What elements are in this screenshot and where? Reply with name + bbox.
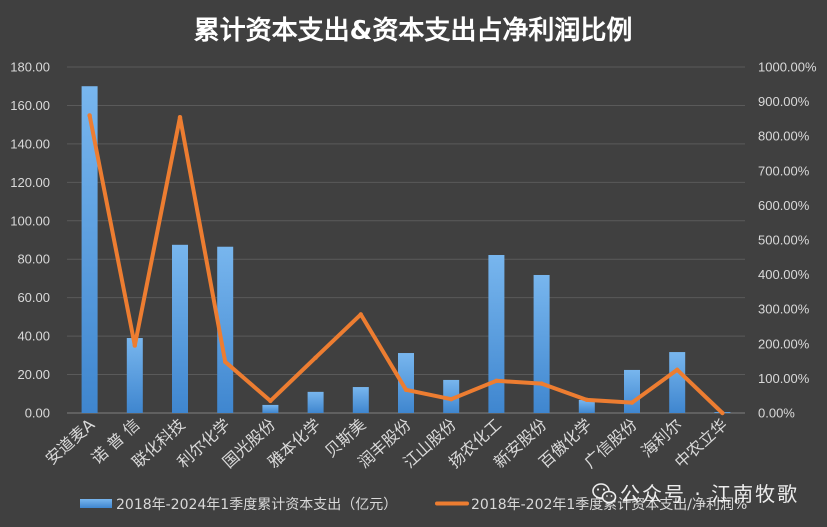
left-axis: 0.00 20.00 40.00 60.00 80.00 100.00 120.00 140.… <box>10 60 50 421</box>
left-tick-label: 60.00 <box>17 290 50 305</box>
left-tick-label: 20.00 <box>17 367 50 382</box>
right-tick-label: 500.00% <box>758 233 810 248</box>
right-tick-label: 600.00% <box>758 198 810 213</box>
legend-swatch-bar <box>80 499 112 508</box>
left-tick-label: 160.00 <box>10 98 50 113</box>
bar <box>443 379 460 413</box>
right-axis: 0.00% 100.00% 200.00% 300.00% 400.00% 500.00%… <box>758 60 817 421</box>
left-tick-label: 40.00 <box>17 329 50 344</box>
line-point <box>177 114 183 120</box>
right-tick-label: 800.00% <box>758 129 810 144</box>
bar <box>533 274 550 413</box>
line-point <box>584 397 589 403</box>
right-tick-label: 0.00% <box>758 406 795 421</box>
bar-series <box>81 86 731 413</box>
line-point <box>720 410 725 416</box>
right-tick-label: 300.00% <box>758 302 810 317</box>
line-point <box>87 113 92 118</box>
line-point <box>132 343 137 348</box>
bar <box>217 246 234 413</box>
wechat-icon <box>592 483 617 504</box>
legend-label-line: 2018年-202年1季度累计资本支出/净利润% <box>471 497 747 513</box>
line-point <box>403 387 409 393</box>
left-tick-label: 120.00 <box>10 175 50 190</box>
bar <box>488 254 505 413</box>
legend: 2018年-2024年1季度累计资本支出（亿元） 2018年-202年1季度累计… <box>80 497 747 513</box>
bar <box>81 86 98 413</box>
left-tick-label: 80.00 <box>17 252 50 267</box>
watermark-text: 公众号 · 江南牧歌 <box>620 482 799 506</box>
bar <box>578 399 595 413</box>
line-point <box>494 378 499 384</box>
right-tick-label: 1000.00% <box>758 60 817 75</box>
right-tick-label: 700.00% <box>758 163 810 178</box>
bar <box>624 369 640 413</box>
bar <box>669 352 686 413</box>
bar <box>307 391 324 413</box>
line-point <box>629 400 635 405</box>
bar <box>126 338 143 413</box>
right-tick-label: 100.00% <box>758 371 810 386</box>
line-point <box>268 398 273 404</box>
line-point <box>223 359 228 364</box>
right-tick-label: 200.00% <box>758 336 810 351</box>
line-point <box>358 312 363 317</box>
left-tick-label: 0.00 <box>25 406 50 421</box>
bar <box>262 404 279 413</box>
line-point <box>313 355 318 360</box>
watermark: 公众号 · 江南牧歌 <box>592 482 799 506</box>
bar <box>172 244 188 413</box>
left-tick-label: 180.00 <box>10 60 50 75</box>
line-point <box>449 396 454 402</box>
left-tick-label: 100.00 <box>10 213 50 228</box>
line-series <box>87 113 725 416</box>
line-point <box>539 381 544 386</box>
bar <box>398 353 414 413</box>
legend-label-bar: 2018年-2024年1季度累计资本支出（亿元） <box>116 497 397 513</box>
right-tick-label: 900.00% <box>758 94 810 109</box>
line-point <box>675 367 680 372</box>
right-tick-label: 400.00% <box>758 267 810 282</box>
chart-title: 累计资本支出&资本支出占净利润比例 <box>194 15 633 46</box>
bar <box>352 387 369 413</box>
left-tick-label: 140.00 <box>10 136 50 151</box>
